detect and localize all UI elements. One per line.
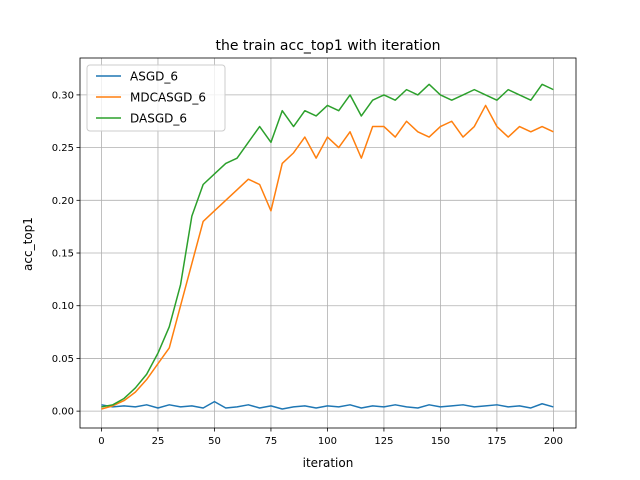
x-axis-label: iteration xyxy=(303,456,354,470)
x-tick-label: 125 xyxy=(374,436,393,447)
y-tick-label: 0.15 xyxy=(52,249,74,260)
x-tick-label: 75 xyxy=(265,436,278,447)
series-line-asgd-6 xyxy=(101,400,554,410)
y-tick-label: 0.05 xyxy=(52,354,74,365)
legend-label: ASGD_6 xyxy=(130,70,178,84)
legend-label: MDCASGD_6 xyxy=(130,91,206,105)
y-axis-label: acc_top1 xyxy=(21,217,35,271)
y-tick-label: 0.25 xyxy=(52,143,74,154)
chart-title: the train acc_top1 with iteration xyxy=(215,38,440,54)
x-tick-label: 175 xyxy=(487,436,506,447)
series-line-dasgd-6 xyxy=(101,83,554,408)
y-tick-label: 0.30 xyxy=(52,90,74,101)
x-tick-label: 25 xyxy=(152,436,165,447)
series-line-mdcasgd-6 xyxy=(101,104,554,410)
legend: ASGD_6 MDCASGD_6 DASGD_6 xyxy=(86,64,226,132)
x-tick-label: 0 xyxy=(98,436,104,447)
legend-box xyxy=(86,64,226,132)
x-tick-label: 200 xyxy=(544,436,563,447)
axis-ticks: 0 25 50 75 100 125 150 175 200 0.00 0.05 0.10 0.15 0.… xyxy=(52,90,563,447)
x-tick-label: 150 xyxy=(431,436,450,447)
y-tick-label: 0.00 xyxy=(52,407,74,418)
series-lines xyxy=(101,83,554,410)
y-tick-label: 0.20 xyxy=(52,196,74,207)
legend-label: DASGD_6 xyxy=(130,112,187,126)
x-tick-label: 50 xyxy=(208,436,221,447)
plot-frame xyxy=(79,57,577,429)
y-tick-label: 0.10 xyxy=(52,301,74,312)
x-tick-label: 100 xyxy=(318,436,337,447)
